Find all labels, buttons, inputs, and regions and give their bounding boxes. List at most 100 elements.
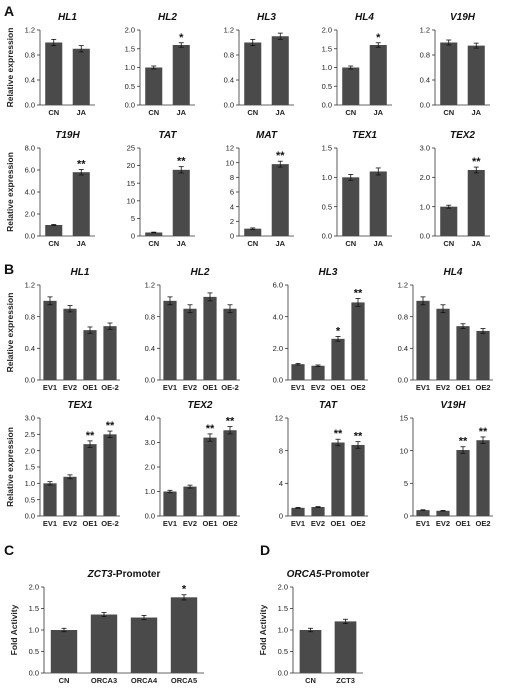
y-tick-label: 3.0	[25, 414, 35, 423]
y-tick-label: 2.0	[322, 26, 332, 35]
significance-label: **	[354, 287, 363, 299]
bar	[440, 206, 458, 236]
bar	[299, 630, 322, 673]
chart-b-hl3: HL3 0.0 2.0 4.0 6.0 EV1 EV2 * OE1 ** OE2	[273, 267, 368, 392]
chart-title: TAT	[319, 400, 338, 411]
y-tick-label: 0.4	[420, 76, 430, 85]
chart-title: HL2	[158, 12, 177, 23]
y-tick-label: 0	[404, 512, 408, 521]
bar	[351, 444, 365, 516]
y-axis-label: Relative expression	[5, 28, 15, 108]
bar	[43, 483, 57, 516]
category-label: EV1	[416, 519, 430, 528]
bar	[72, 172, 90, 236]
chart-title-gene: HL3	[319, 267, 338, 278]
y-tick-label: 0.0	[29, 669, 39, 678]
category-label: OE1	[202, 383, 217, 392]
y-tick-label: 1.2	[398, 281, 408, 290]
y-tick-label: 1.5	[25, 463, 35, 472]
category-label: ORCA5	[171, 676, 197, 685]
significance-label: **	[206, 423, 215, 435]
category-label: ORCA3	[91, 676, 117, 685]
category-label: OE2	[350, 383, 365, 392]
y-tick-label: 0.4	[25, 344, 35, 353]
bar	[83, 444, 97, 516]
significance-label: *	[182, 584, 187, 596]
category-label: OE2	[350, 519, 365, 528]
bar	[334, 621, 357, 673]
y-tick-label: 1.0	[145, 487, 155, 496]
y-tick-label: 0.4	[145, 344, 155, 353]
chart-title-gene: HL3	[257, 12, 276, 23]
significance-label: **	[354, 431, 363, 443]
bar	[145, 232, 163, 236]
bar	[416, 300, 430, 380]
bar	[331, 338, 345, 380]
y-tick-label: 2.0	[29, 583, 39, 592]
bar	[223, 430, 237, 516]
bar	[223, 308, 237, 380]
y-tick-label: 0.0	[25, 376, 35, 385]
category-label: OE-2	[101, 519, 119, 528]
category-label: JA	[176, 108, 186, 117]
chart-title: T19H	[55, 130, 80, 141]
category-label: EV2	[311, 519, 325, 528]
chart-title-gene: HL1	[58, 12, 77, 23]
chart-title-gene: MAT	[256, 130, 278, 141]
panel-letter-c: C	[4, 542, 14, 558]
category-label: OE-2	[221, 383, 239, 392]
y-tick-label: 0.8	[420, 51, 430, 60]
bar	[342, 67, 360, 105]
bar	[436, 308, 450, 380]
y-tick-label: 12	[275, 414, 283, 423]
chart-a-tex2: TEX2 0.0 1.0 2.0 3.0 CN ** JA	[420, 130, 490, 248]
category-label: EV1	[291, 383, 305, 392]
significance-label: *	[376, 32, 381, 44]
category-label: CN	[345, 108, 356, 117]
y-tick-label: 2.0	[25, 210, 35, 219]
bar	[90, 614, 118, 673]
category-label: EV1	[291, 519, 305, 528]
chart-title: HL4	[355, 12, 374, 23]
category-label: EV2	[63, 383, 77, 392]
y-tick-label: 0.0	[145, 512, 155, 521]
y-axis-label: Relative expression	[5, 427, 15, 507]
bar	[163, 491, 177, 516]
bar	[244, 42, 262, 105]
y-tick-label: 0.0	[145, 376, 155, 385]
chart-title: TEX1	[352, 130, 377, 141]
bar	[369, 171, 387, 236]
category-label: JA	[76, 108, 86, 117]
chart-a-hl2: HL2 0.0 0.5 1.0 1.5 2.0 CN * JA	[125, 12, 195, 117]
bar	[170, 597, 198, 673]
category-label: ZCT3	[336, 676, 355, 685]
y-tick-label: 1.0	[29, 626, 39, 635]
y-tick-label: 2.0	[278, 583, 288, 592]
chart-a-tat: TAT 0 5 10 15 20 25 CN ** JA	[127, 130, 195, 248]
category-label: EV2	[311, 383, 325, 392]
category-label: CN	[48, 108, 59, 117]
y-tick-label: 0.8	[145, 312, 155, 321]
chart-title: HL1	[71, 267, 90, 278]
y-tick-label: 1.2	[25, 26, 35, 35]
chart-b-hl1: HL1 0.0 0.4 0.8 1.2 Relative expression EV1 EV2…	[5, 267, 120, 392]
y-tick-label: 10	[127, 196, 135, 205]
chart-b-tex2: TEX2 0.0 1.0 2.0 3.0 4.0 EV1 EV2 ** OE1 ** OE2	[145, 400, 240, 528]
bar	[43, 300, 57, 380]
category-label: JA	[76, 239, 86, 248]
chart-title-gene: HL2	[158, 12, 177, 23]
category-label: OE2	[222, 519, 237, 528]
chart-a-tex1: TEX1 0.0 0.5 1.0 1.5 CN JA	[322, 130, 392, 248]
category-label: EV2	[183, 383, 197, 392]
bar	[203, 437, 217, 516]
bar	[63, 308, 77, 380]
category-label: OE1	[82, 519, 97, 528]
y-tick-label: 25	[127, 144, 135, 153]
y-tick-label: 1.2	[25, 281, 35, 290]
chart-a-t19h: T19H 0.0 2.0 4.0 6.0 8.0 Relative expression CN…	[5, 130, 95, 248]
y-tick-label: 0.0	[420, 232, 430, 241]
bar	[72, 48, 90, 105]
y-tick-label: 0.5	[25, 495, 35, 504]
category-label: CN	[148, 108, 159, 117]
